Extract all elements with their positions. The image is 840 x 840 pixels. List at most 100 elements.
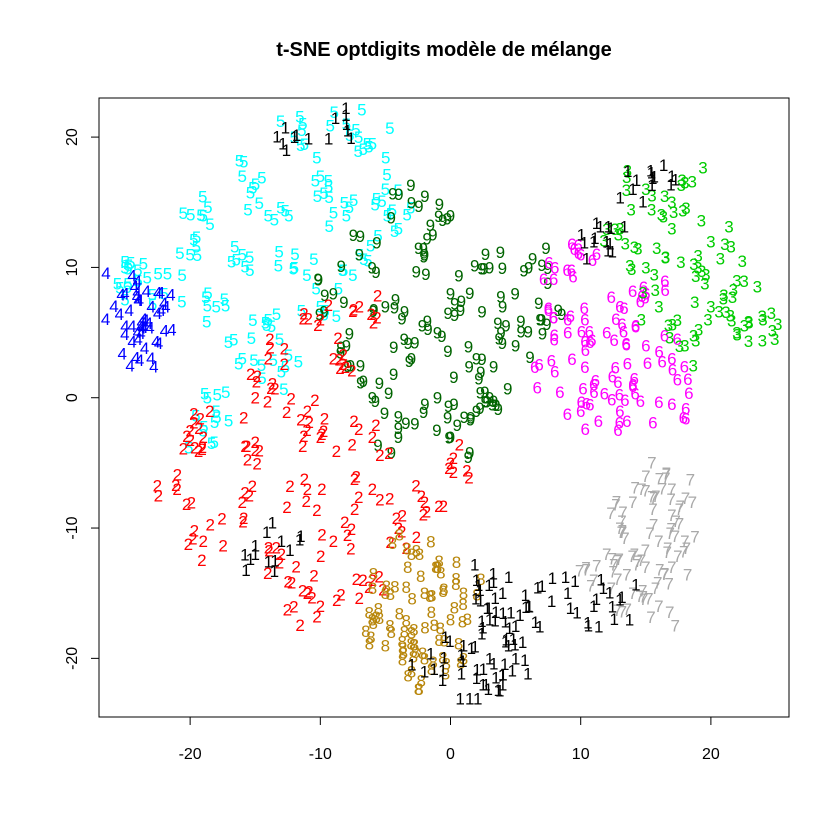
data-point: 2: [239, 409, 248, 428]
data-point: 2: [316, 428, 325, 447]
data-point: 1: [518, 633, 527, 652]
data-point: 7: [667, 480, 676, 499]
data-point: 1: [589, 597, 598, 616]
data-point: 9: [432, 421, 441, 440]
data-point: 2: [195, 410, 204, 429]
data-point: 2: [303, 309, 312, 328]
data-point: 5: [123, 260, 132, 279]
data-point: 5: [381, 148, 390, 167]
data-point: 4: [127, 317, 136, 336]
data-point: 6: [588, 251, 597, 270]
data-point: 2: [312, 608, 321, 627]
data-point: 4: [139, 318, 148, 337]
data-point: 5: [237, 167, 246, 186]
data-point: 2: [266, 379, 275, 398]
data-point: 3: [719, 290, 728, 309]
data-point: 9: [457, 292, 466, 311]
data-point: 2: [301, 492, 310, 511]
data-point: 7: [666, 520, 675, 539]
data-point: 5: [324, 188, 333, 207]
data-point: 6: [582, 395, 591, 414]
data-point: 6: [577, 322, 586, 341]
data-point: 5: [276, 112, 285, 131]
data-point: 4: [133, 323, 142, 342]
data-point: 2: [347, 435, 356, 454]
data-point: 3: [703, 310, 712, 329]
data-point: 2: [401, 539, 410, 558]
data-point: 7: [586, 577, 595, 596]
data-point: 6: [580, 332, 589, 351]
data-point: 7: [608, 563, 617, 582]
data-point: 2: [252, 454, 261, 473]
data-point: 8: [406, 635, 415, 654]
data-point: 8: [369, 565, 378, 584]
data-point: 5: [203, 297, 212, 316]
data-point: 9: [524, 258, 533, 277]
data-point: 9: [394, 419, 403, 438]
data-point: 6: [608, 368, 617, 387]
data-point: 6: [589, 383, 598, 402]
data-point: 9: [336, 343, 345, 362]
data-point: 1: [341, 99, 350, 118]
data-point: 8: [403, 558, 412, 577]
data-point: 7: [686, 470, 695, 489]
data-point: 4: [130, 278, 139, 297]
data-point: 5: [382, 166, 391, 185]
data-point: 4: [153, 304, 162, 323]
data-point: 3: [675, 337, 684, 356]
data-point: 9: [375, 374, 384, 393]
data-point: 9: [489, 357, 498, 376]
data-point: 9: [355, 245, 364, 264]
data-point: 8: [400, 623, 409, 642]
data-point: 5: [364, 138, 373, 157]
data-point: 2: [397, 522, 406, 541]
data-point: 8: [446, 610, 455, 629]
data-point: 7: [589, 571, 598, 590]
data-point: 9: [349, 226, 358, 245]
data-point: 3: [625, 257, 634, 276]
data-point: 3: [698, 158, 707, 177]
data-point: 4: [131, 349, 140, 368]
data-point: 1: [623, 162, 632, 181]
data-point: 5: [224, 411, 233, 430]
data-point: 1: [504, 637, 513, 656]
data-point: 2: [338, 355, 347, 374]
data-point: 7: [667, 506, 676, 525]
data-point: 1: [500, 613, 509, 632]
data-point: 1: [570, 572, 579, 591]
data-point: 2: [394, 519, 403, 538]
data-point: 3: [664, 316, 673, 335]
data-point: 6: [641, 285, 650, 304]
data-point: 2: [375, 490, 384, 509]
y-tick-label: -10: [64, 516, 81, 539]
data-point: 1: [477, 612, 486, 631]
data-point: 9: [534, 294, 543, 313]
data-point: 5: [257, 169, 266, 188]
data-point: 5: [353, 142, 362, 161]
data-point: 9: [368, 302, 377, 321]
data-point: 6: [615, 402, 624, 421]
data-point: 2: [263, 350, 272, 369]
data-point: 9: [399, 330, 408, 349]
y-tick-label: 20: [64, 128, 81, 146]
data-point: 2: [248, 477, 257, 496]
data-point: 1: [479, 660, 488, 679]
data-point: 9: [313, 270, 322, 289]
data-point: 5: [254, 194, 263, 213]
data-point: 5: [234, 355, 243, 374]
data-point: 9: [380, 404, 389, 423]
data-point: 8: [395, 605, 404, 624]
data-point: 2: [185, 421, 194, 440]
data-point: 7: [646, 608, 655, 627]
data-point: 7: [641, 558, 650, 577]
data-point: 9: [465, 444, 474, 463]
data-point: 6: [581, 341, 590, 360]
data-point: 5: [358, 140, 367, 159]
data-point: 5: [373, 227, 382, 246]
data-point: 5: [297, 302, 306, 321]
data-point: 5: [300, 135, 309, 154]
data-point: 9: [446, 206, 455, 225]
data-point: 1: [638, 192, 647, 211]
data-point: 7: [647, 454, 656, 473]
data-point: 1: [471, 590, 480, 609]
